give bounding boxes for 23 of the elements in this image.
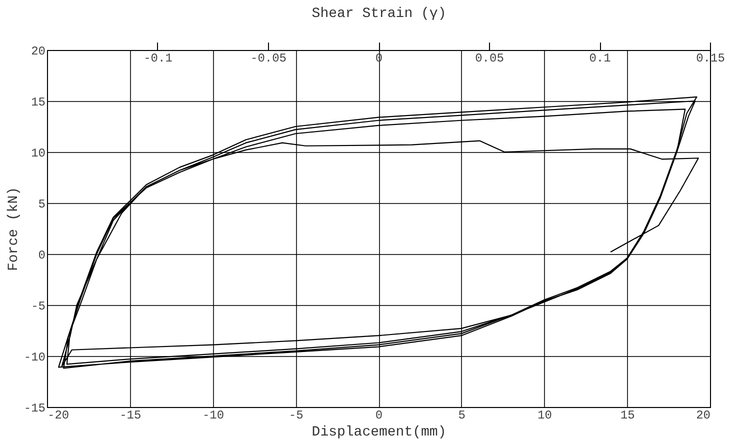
y-tick-label: 5 [38,198,46,212]
x-tick-label: -5 [288,408,304,422]
x-tick-label: 20 [696,408,710,422]
x-tick-label: -10 [202,408,224,422]
x2-tick-label: 0.1 [589,52,611,66]
x-tick-label: 5 [458,408,466,422]
x-tick-label: -20 [48,408,70,422]
x2-tick-label: -0.05 [250,52,287,66]
y-tick-label: -5 [31,300,46,314]
y-tick-label: 10 [31,146,46,160]
x-tick-label: 15 [620,408,635,422]
y-tick-label: 20 [31,44,46,58]
y-axis-title: Force (kN) [6,186,22,272]
x-tick-label: -15 [120,408,142,422]
y-tick-label: -10 [24,350,46,364]
y-tick-label: 0 [38,248,46,262]
x2-tick-label: -0.1 [144,52,172,66]
x2-tick-label: 0.05 [475,52,504,66]
y-tick-label: 15 [31,96,46,110]
x-tick-label: 0 [375,408,383,422]
x-tick-label: 10 [538,408,552,422]
x-axis-title: Displacement(mm) [312,424,446,439]
x2-axis-title: Shear Strain (γ) [312,6,446,22]
